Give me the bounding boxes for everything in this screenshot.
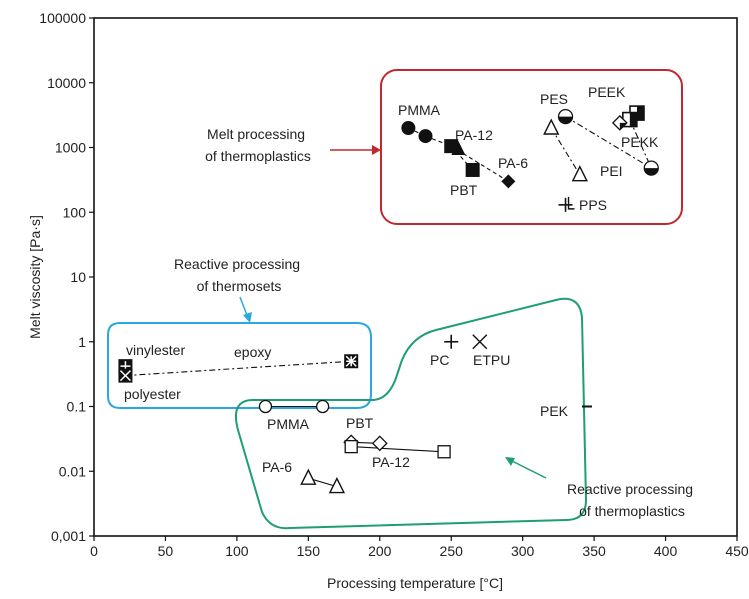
point-label-melt-pbt: PBT — [450, 182, 478, 198]
x-tick-label: 450 — [725, 543, 749, 559]
point-label-melt-pei: PEI — [600, 163, 623, 179]
region-caption-thermoset: Reactive processing of thermosets — [174, 256, 304, 294]
region-caption-reactive: Reactive processing of thermoplastics — [567, 481, 697, 519]
plus-corner-marker — [567, 196, 575, 210]
x-tick-label: 50 — [158, 543, 174, 559]
point-label-reactive-pek: PEK — [540, 403, 569, 419]
x-marker — [472, 334, 488, 350]
point-label-reactive-pbt: PBT — [346, 415, 374, 431]
square-open-marker — [437, 445, 451, 459]
square-filled-marker — [465, 162, 480, 177]
circle-filled-marker — [418, 129, 433, 144]
y-tick-label: 100 — [63, 204, 87, 220]
triangle-open-marker — [300, 468, 317, 485]
point-label-reactive-pa-6: PA-6 — [262, 459, 292, 475]
series-line-reactive-pa-12 — [351, 446, 445, 453]
region-box-reactive — [234, 297, 588, 530]
point-label-reactive-pmma: PMMA — [267, 416, 310, 432]
plot-area — [93, 17, 738, 537]
x-tick-label: 350 — [582, 543, 606, 559]
y-tick-label: 10 — [70, 269, 86, 285]
y-tick-label: 1000 — [55, 140, 86, 156]
arrowhead-reactive — [505, 457, 515, 466]
point-label-melt-peek: PEEK — [588, 84, 626, 100]
series-connector — [629, 119, 652, 169]
circle-half-marker — [644, 168, 659, 176]
diamond-half-marker — [619, 122, 627, 130]
y-tick-label: 100000 — [39, 10, 86, 26]
x-tick-label: 0 — [90, 543, 98, 559]
diamond-open-marker — [371, 435, 388, 452]
square-half-marker — [636, 106, 644, 121]
series-line-melt-pbt — [450, 145, 474, 171]
x-tick-label: 150 — [297, 543, 321, 559]
square-x-marker — [119, 370, 131, 382]
point-label-melt-pes: PES — [540, 91, 568, 107]
x-tick-label: 250 — [440, 543, 464, 559]
square-filled-marker — [444, 139, 459, 154]
square-open-marker — [344, 439, 358, 454]
region-box-thermoset — [107, 322, 372, 409]
x-axis: 0 50 100 150 200 250 300 350 400 450 — [90, 536, 749, 559]
y-tick-label: 10000 — [47, 75, 86, 91]
x-tick-label: 400 — [654, 543, 678, 559]
y-tick-label: 1 — [78, 334, 86, 350]
y-tick-label: 0,001 — [51, 528, 86, 544]
arrowhead-thermoset — [243, 312, 252, 323]
point-label-reactive-pa-12: PA-12 — [372, 454, 410, 470]
point-label-melt-pmma: PMMA — [398, 102, 441, 118]
square-asterisk-marker — [345, 355, 357, 367]
circle-half-marker — [558, 116, 573, 124]
point-label-melt-pa-6: PA-6 — [498, 155, 528, 171]
triangle-open-marker — [328, 477, 346, 494]
point-labels: PMMA PA-12 PBT PA-6 PES PEI PEEK PEKK PPS vinyles… — [124, 84, 659, 475]
region-caption-melt: Melt processing of thermoplastics — [205, 126, 311, 164]
arrow-reactive — [509, 459, 547, 479]
circle-open-marker — [258, 399, 273, 414]
x-axis-label: Processing temperature [°C] — [327, 575, 503, 591]
point-label-thermoset-polyester: polyester — [124, 386, 181, 402]
point-label-thermoset-vinylester: vinylester — [126, 342, 185, 358]
diamond-filled-marker — [501, 174, 516, 189]
series-line-melt-pes — [565, 116, 652, 169]
point-label-thermoset-epoxy: epoxy — [234, 344, 271, 360]
point-label-reactive-pc: PC — [430, 352, 449, 368]
x-tick-label: 300 — [511, 543, 535, 559]
point-label-reactive-etpu: ETPU — [473, 352, 510, 368]
markers — [118, 105, 659, 494]
y-tick-label: 0.01 — [59, 463, 86, 479]
arrowhead-melt — [372, 145, 381, 155]
triangle-open-marker — [571, 165, 588, 182]
point-label-melt-pa-12: PA-12 — [455, 127, 493, 143]
y-tick-label: 0.1 — [67, 399, 87, 415]
region-box-melt — [380, 69, 683, 225]
point-label-melt-pekk: PEKK — [621, 134, 659, 150]
y-axis-label: Melt viscosity [Pa·s] — [27, 215, 43, 339]
square-half-marker — [629, 112, 637, 127]
x-tick-label: 200 — [368, 543, 392, 559]
point-label-melt-pps: PPS — [579, 197, 607, 213]
circle-filled-marker — [401, 121, 416, 136]
circle-open-marker — [315, 399, 330, 414]
series-line-melt-pei — [550, 127, 581, 175]
triangle-open-marker — [543, 118, 560, 135]
x-tick-label: 100 — [225, 543, 249, 559]
series-connector — [125, 360, 352, 377]
y-axis: 0,001 0.01 0.1 1 10 100 1000 10000 100000 — [39, 10, 94, 544]
